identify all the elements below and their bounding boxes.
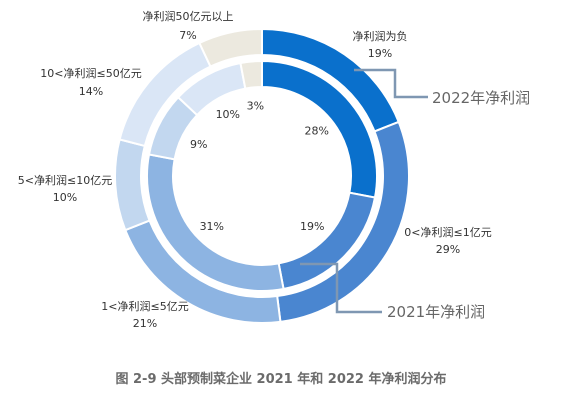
outer-pct-5-10: 10%: [53, 191, 77, 204]
inner-slice-50plus: [239, 59, 263, 90]
outer-pct-negative: 19%: [368, 47, 392, 60]
inner-ring-labels: 28% 19% 31% 9% 10% 3%: [190, 99, 329, 233]
inner-pct-10-50: 10%: [216, 108, 240, 121]
outer-pct-10-50: 14%: [79, 85, 103, 98]
inner-pct-negative: 28%: [304, 125, 328, 138]
callout-line-2021: [300, 262, 382, 314]
outer-slice-50plus: [198, 27, 263, 68]
callout-line-2022: [354, 68, 428, 99]
series-label-2021: 2021年净利润: [387, 303, 485, 321]
outer-pct-1-5: 21%: [133, 317, 157, 330]
outer-pct-50plus: 7%: [179, 29, 196, 42]
inner-pct-0-1: 19%: [300, 220, 324, 233]
inner-ring-2021: [146, 59, 378, 292]
outer-slice-5-10: [114, 138, 151, 232]
outer-label-50plus: 净利润50亿元以上: [143, 9, 234, 23]
outer-label-5-10: 5<净利润≤10亿元: [18, 173, 112, 187]
series-label-2022: 2022年净利润: [432, 89, 530, 107]
outer-pct-0-1: 29%: [436, 243, 460, 256]
outer-label-1-5: 1<净利润≤5亿元: [101, 299, 188, 313]
outer-label-10-50: 10<净利润≤50亿元: [40, 66, 141, 80]
outer-label-0-1: 0<净利润≤1亿元: [404, 225, 491, 239]
outer-ring-2022: [114, 27, 410, 324]
inner-pct-50plus: 3%: [247, 99, 264, 112]
inner-pct-5-10: 9%: [190, 138, 207, 151]
inner-pct-1-5: 31%: [200, 220, 224, 233]
outer-label-negative: 净利润为负: [353, 29, 408, 43]
figure-caption: 图 2-9 头部预制菜企业 2021 年和 2022 年净利润分布: [115, 372, 447, 387]
